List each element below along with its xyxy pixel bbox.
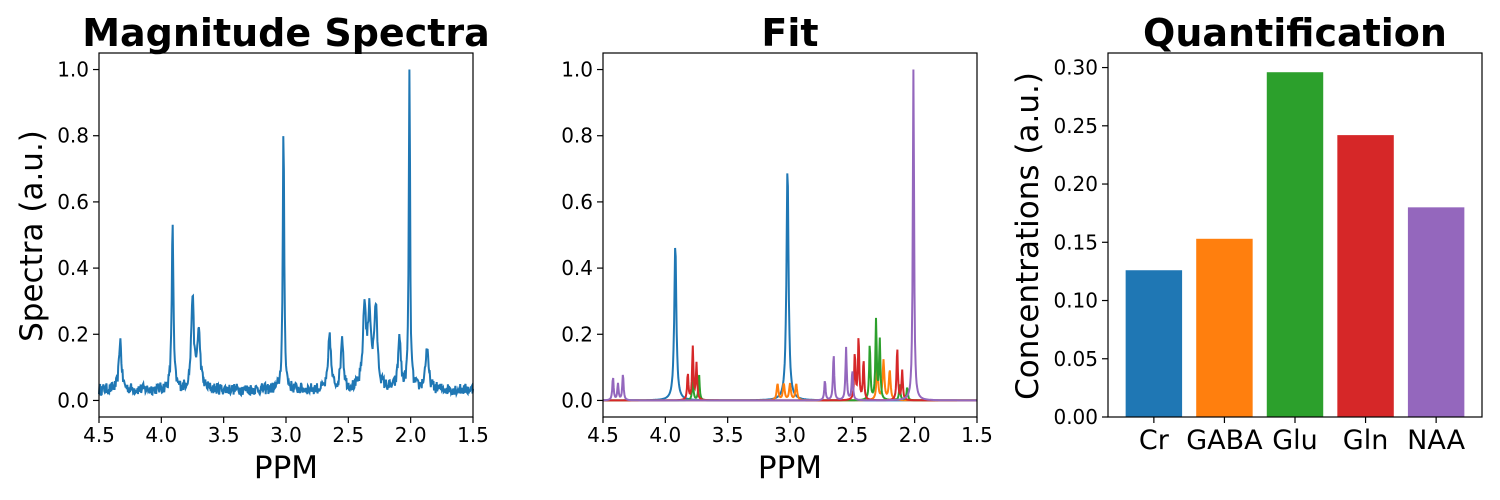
panel-1-title: Magnitude Spectra [82,11,490,55]
x-tick-label: 2.5 [836,423,868,447]
y-tick-label: 0.15 [1053,230,1098,254]
panel-2-frame [602,52,978,418]
panel-2-plot-area [603,69,977,402]
panel-2-title: Fit [761,11,818,55]
x-tick-label: 3.0 [774,423,806,447]
bar-glu [1266,72,1324,417]
bar-gaba [1196,238,1253,417]
panel-3-ylabel: Concentrations (a.u.) [1010,72,1046,400]
bar-cr [1125,270,1183,417]
y-tick-label: 0.4 [561,256,593,280]
y-tick-label: 0.6 [561,190,593,214]
x-tick-label: 4.5 [83,423,115,447]
y-tick-label: 0.6 [57,190,89,214]
panel-magnitude-spectra: Magnitude Spectra PPM Spectra (a.u.) 4.5… [14,11,490,486]
x-tick-label: 4.0 [649,423,681,447]
x-tick-label: 2.5 [332,423,364,447]
y-tick-label: 0.8 [57,124,89,148]
y-tick-label: 0.20 [1053,172,1098,196]
y-tick-label: 0.8 [561,124,593,148]
x-tick-label: 4.5 [587,423,619,447]
y-tick-label: 0.4 [57,256,89,280]
x-tick-label: 3.5 [712,423,744,447]
x-tick-label: GABA [1186,425,1263,456]
series-line [603,69,977,402]
y-tick-label: 0.0 [561,388,593,412]
x-tick-label: 3.0 [270,423,302,447]
y-tick-label: 0.2 [57,322,89,346]
x-tick-label: 3.5 [208,423,240,447]
y-tick-label: 0.05 [1053,347,1098,371]
x-tick-label: Gln [1343,425,1389,456]
y-tick-label: 1.0 [57,58,89,82]
panel-3-title: Quantification [1143,11,1447,55]
x-tick-label: Glu [1272,425,1318,456]
panel-3-frame [1107,52,1483,418]
bar-gln [1337,135,1394,417]
y-tick-label: 0.30 [1053,56,1098,80]
x-tick-label: 2.0 [395,423,427,447]
x-tick-label: 1.5 [457,423,489,447]
bar-naa [1407,207,1465,417]
panel-3-plot-area [1125,72,1465,417]
y-tick-label: 0.0 [57,388,89,412]
series-line [98,69,474,399]
x-tick-label: Cr [1139,425,1170,456]
panel-3-ticks: 0.00 0.05 0.10 0.15 0.20 0.25 0.30 Cr GABA Glu Gln… [1053,56,1465,456]
panel-1-ylabel: Spectra (a.u.) [14,130,50,342]
y-tick-label: 0.25 [1053,114,1098,138]
panel-2-xlabel: PPM [758,450,822,486]
panel-1-plot-area [98,69,474,399]
panel-2-ticks: 4.5 4.0 3.5 3.0 2.5 2.0 1.5 0.0 0.2 0.4 0.6 0.8 1.0 [561,58,993,447]
panel-fit: Fit PPM 4.5 4.0 3.5 3.0 2.5 2.0 1.5 0.0 0.2 0.4 0.… [561,11,993,486]
y-tick-label: 0.2 [561,322,593,346]
x-tick-label: 4.0 [145,423,177,447]
series-line [603,173,977,402]
panel-1-xlabel: PPM [254,450,318,486]
panel-quantification: Quantification Concentrations (a.u.) 0.0… [1010,11,1483,456]
x-tick-label: NAA [1407,425,1465,456]
x-tick-label: 2.0 [899,423,931,447]
y-tick-label: 1.0 [561,58,593,82]
x-tick-label: 1.5 [961,423,993,447]
y-tick-label: 0.00 [1053,405,1098,429]
y-tick-label: 0.10 [1053,289,1098,313]
panel-1-frame [98,52,474,418]
panel-1-ticks: 4.5 4.0 3.5 3.0 2.5 2.0 1.5 0.0 0.2 0.4 0.6 0.8 1.0 [57,58,489,447]
